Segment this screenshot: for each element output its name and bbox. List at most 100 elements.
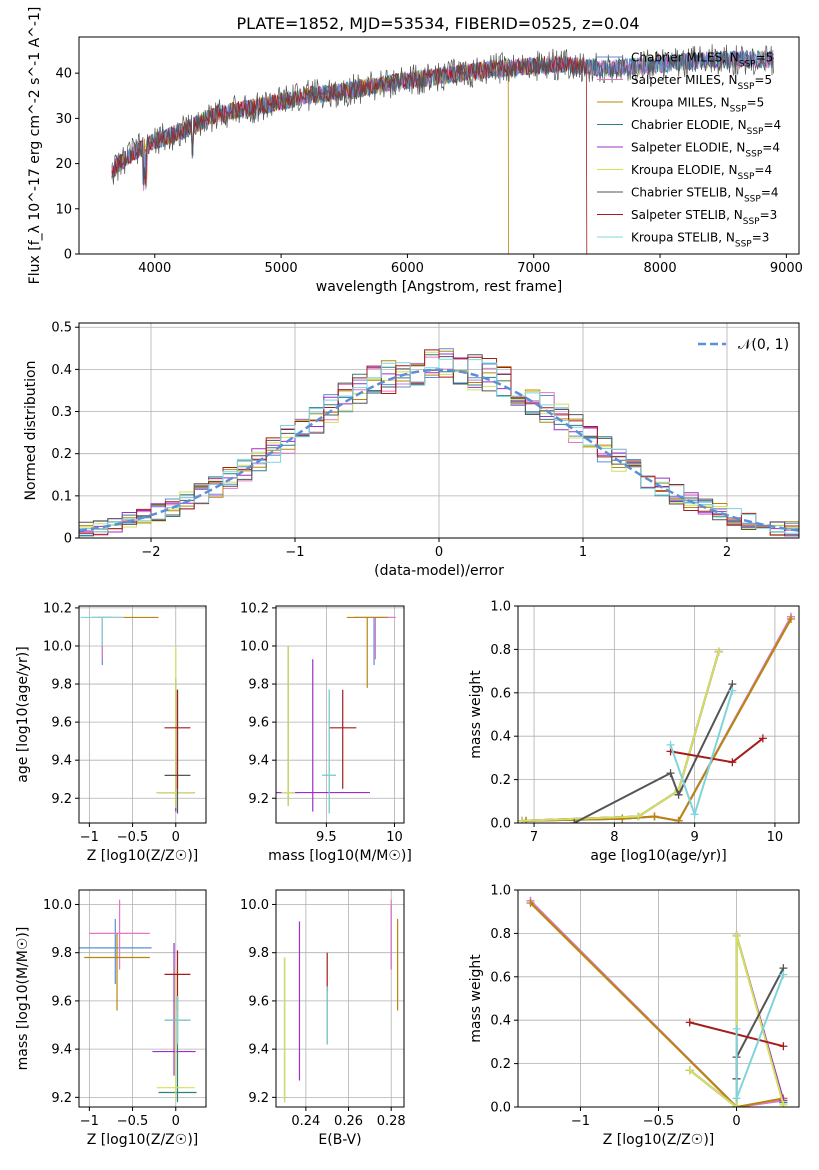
axes-border (78, 889, 207, 1108)
axes-frame: −2 −1 0 1 2 0 0.1 0.2 0.3 0.4 0.5 (data-model)/erro… (23, 321, 800, 579)
plot-area (79, 899, 197, 1103)
x-tick-label: −0.5 (643, 1114, 675, 1129)
x-tick-label: 4000 (138, 261, 171, 276)
weight-marker-5 (685, 1066, 694, 1075)
weight-marker-7 (685, 1018, 694, 1027)
plot-area (526, 896, 788, 1107)
x-axis-label: age [log10(age/yr)] (590, 848, 726, 864)
x-tick-label: 5000 (265, 261, 298, 276)
weight-marker-2 (674, 816, 683, 823)
weight-marker-5 (714, 647, 723, 656)
y-tick-label: 0.8 (490, 643, 511, 658)
x-axis-label: (data-model)/error (374, 563, 504, 579)
panel-massweight_vs_age: 7 8 9 10 0.0 0.2 0.4 0.6 0.8 1.0 age [log10(age/yr… (468, 600, 800, 864)
y-axis-label: mass weight (468, 954, 484, 1043)
weight-marker-5 (634, 812, 643, 821)
x-tick-label: 8000 (644, 261, 677, 276)
x-axis-label: wavelength [Angstrom, rest frame] (316, 279, 562, 295)
plot-area (283, 899, 399, 1103)
y-tick-label: 0.6 (490, 970, 511, 985)
y-tick-label: 0 (64, 532, 72, 547)
histogram-7 (79, 349, 799, 537)
panel-massweight_vs_Z: −1 −0.5 0 0.0 0.2 0.4 0.6 0.8 1.0 Z [log10(Z/Z☉)]… (468, 884, 800, 1148)
x-tick-label: 2 (723, 545, 731, 560)
weight-line-6 (573, 683, 734, 823)
weight-marker-6 (674, 790, 683, 799)
weight-marker-2 (618, 814, 627, 823)
y-tick-label: 9.4 (248, 1043, 269, 1058)
weight-marker-8 (666, 740, 675, 749)
axes-border (78, 605, 207, 824)
y-tick-label: 10.0 (240, 898, 269, 913)
weight-marker-7 (728, 758, 737, 767)
weight-marker-8 (690, 810, 699, 819)
figure-title: PLATE=1852, MJD=53534, FIBERID=0525, z=0… (236, 14, 639, 33)
x-tick-label: 0.28 (377, 1114, 406, 1129)
plot-area (111, 44, 774, 254)
y-tick-label: 9.4 (51, 1043, 72, 1058)
y-axis-label: Normed distribution (23, 361, 39, 501)
legend-normal-label: 𝒩(0, 1) (738, 337, 789, 353)
axes-border (275, 889, 405, 1108)
x-tick-label: 1 (579, 545, 587, 560)
x-axis-label: Z [log10(Z/Z☉)] (87, 1132, 199, 1148)
panel-age_vs_Z: −1 −0.5 0 9.2 9.4 9.6 9.8 10.0 10.2 Z [log10(Z/Z☉… (15, 601, 207, 864)
weight-line-5 (689, 935, 785, 1107)
x-axis-label: mass [log10(M/M☉)] (268, 848, 412, 864)
x-tick-label: 10 (386, 830, 403, 845)
y-tick-label: 9.6 (248, 716, 269, 731)
weight-marker-5 (518, 816, 527, 823)
x-tick-label: 0.26 (334, 1114, 363, 1129)
axes-border (275, 605, 405, 824)
weight-marker-7 (779, 1042, 788, 1051)
y-tick-label: 9.2 (51, 1091, 72, 1106)
y-tick-label: 10.2 (43, 601, 72, 616)
y-tick-label: 0.2 (490, 773, 511, 788)
x-tick-label: 6000 (391, 261, 424, 276)
y-tick-label: 9.2 (248, 792, 269, 807)
y-tick-label: 9.6 (51, 994, 72, 1009)
y-tick-label: 10.0 (43, 898, 72, 913)
weight-marker-8 (728, 686, 737, 695)
x-tick-label: 8 (610, 830, 618, 845)
panel-mass_vs_Z: −1 −0.5 0 9.2 9.4 9.6 9.8 10.0 Z [log10(Z/Z☉)] ma… (15, 889, 207, 1148)
x-tick-label: 10 (767, 830, 784, 845)
x-tick-label: 9.5 (316, 830, 337, 845)
x-axis-label: E(B-V) (318, 1132, 361, 1148)
y-tick-label: 0 (64, 248, 72, 263)
y-tick-label: 9.8 (248, 678, 269, 693)
x-axis-label: Z [log10(Z/Z☉)] (87, 848, 199, 864)
x-tick-label: −2 (141, 545, 160, 560)
x-axis-label: Z [log10(Z/Z☉)] (603, 1132, 715, 1148)
x-tick-label: 7000 (517, 261, 550, 276)
y-tick-label: 9.4 (248, 754, 269, 769)
x-tick-label: 7 (530, 830, 538, 845)
weight-marker-6 (570, 819, 579, 823)
axes-frame: −1 −0.5 0 9.2 9.4 9.6 9.8 10.0 Z [log10(Z/Z☉)] ma… (15, 889, 207, 1148)
y-tick-label: 0.4 (490, 1014, 511, 1029)
y-tick-label: 0.2 (51, 447, 72, 462)
panel-age_vs_mass: 9.5 10 9.2 9.4 9.6 9.8 10.0 10.2 mass [log10(M/M… (240, 601, 412, 864)
y-tick-label: 9.8 (248, 946, 269, 961)
weight-marker-5 (779, 1100, 788, 1107)
weight-marker-8 (732, 1094, 741, 1103)
y-axis-label: mass weight (468, 670, 484, 759)
plot-area (276, 616, 396, 814)
axes-frame: 7 8 9 10 0.0 0.2 0.4 0.6 0.8 1.0 age [log10(age/yr… (468, 600, 800, 864)
plot-area (518, 612, 795, 823)
y-axis-label: mass [log10(M/M☉)] (15, 927, 31, 1071)
y-axis-label: Flux [f_λ 10^-17 erg cm^-2 s^-1 A^-1] (27, 7, 43, 285)
axes-frame: 9.5 10 9.2 9.4 9.6 9.8 10.0 10.2 mass [log10(M/M… (240, 601, 412, 864)
x-tick-label: −1 (80, 830, 99, 845)
x-tick-label: −1 (285, 545, 304, 560)
x-tick-label: 0 (732, 1114, 740, 1129)
plot-area (79, 348, 799, 537)
weight-marker-7 (758, 734, 767, 743)
y-tick-label: 9.2 (51, 792, 72, 807)
y-tick-label: 9.6 (248, 994, 269, 1009)
y-tick-label: 0.3 (51, 405, 72, 420)
axes-frame: −1 −0.5 0 9.2 9.4 9.6 9.8 10.0 10.2 Z [log10(Z/Z☉… (15, 601, 207, 864)
weight-marker-8 (732, 1024, 741, 1033)
y-tick-label: 1.0 (490, 600, 511, 615)
